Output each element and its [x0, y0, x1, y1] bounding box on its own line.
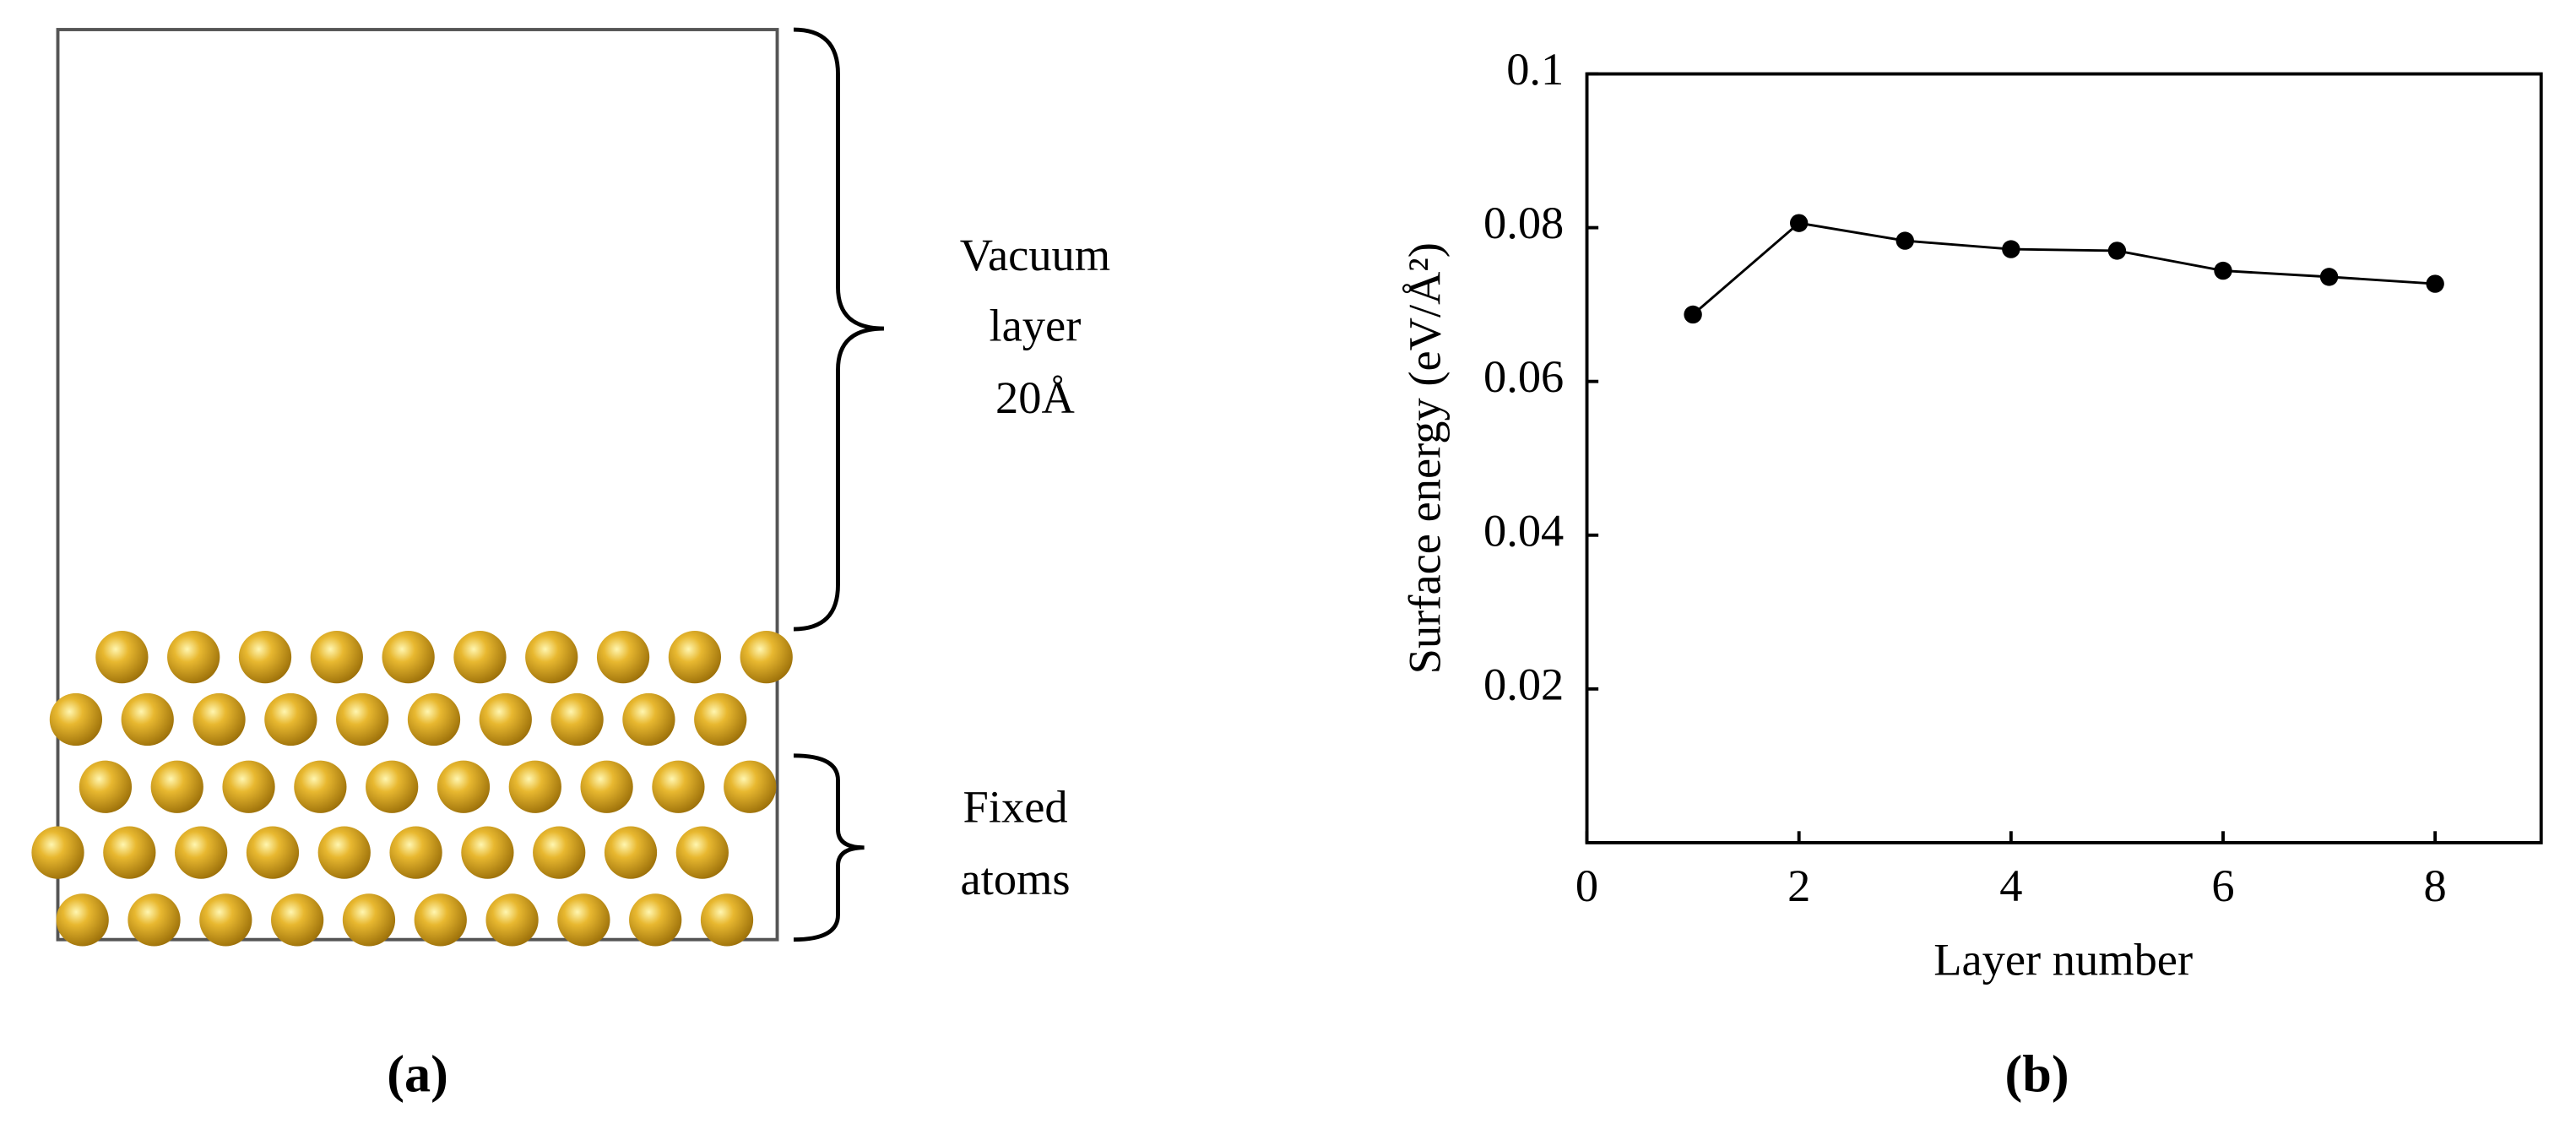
atom	[121, 692, 174, 746]
x-tick-label: 4	[1999, 860, 2022, 911]
atom	[103, 826, 156, 879]
atom	[199, 893, 252, 947]
atom	[264, 692, 317, 746]
atom	[382, 630, 435, 684]
atom	[724, 760, 777, 813]
atom	[31, 826, 84, 879]
atom	[366, 760, 419, 813]
chart: Layer number Surface energy (eV/Å²) (b) …	[1398, 43, 2543, 1103]
atom	[336, 692, 389, 746]
atom	[525, 630, 578, 684]
atom	[461, 826, 514, 879]
x-axis-label: Layer number	[1933, 933, 2193, 985]
slab-diagram: Vacuum layer 20Å Fixed atoms (a)	[31, 27, 1110, 1103]
atom	[193, 692, 246, 746]
data-point	[1684, 305, 1702, 324]
atom	[652, 760, 705, 813]
atom	[79, 760, 133, 813]
atom	[453, 630, 507, 684]
data-point	[2002, 240, 2020, 258]
atom	[700, 893, 754, 947]
atom	[550, 692, 604, 746]
atom	[294, 760, 347, 813]
atom	[127, 893, 181, 947]
atom	[389, 826, 442, 879]
y-tick-label: 0.04	[1483, 504, 1564, 556]
atom	[246, 826, 300, 879]
data-point	[1895, 231, 1914, 250]
vacuum-label: layer	[990, 299, 1082, 350]
atom	[479, 692, 532, 746]
atom	[596, 630, 650, 684]
atom	[56, 893, 109, 947]
atom	[437, 760, 491, 813]
atom	[622, 692, 675, 746]
atom	[675, 826, 729, 879]
plot-frame	[1585, 72, 2543, 844]
atom	[533, 826, 586, 879]
x-tick-label: 0	[1575, 860, 1598, 911]
atom	[668, 630, 722, 684]
atom	[508, 760, 561, 813]
fixed-label: atoms	[961, 853, 1071, 904]
atom	[342, 893, 396, 947]
y-tick-label: 0.02	[1483, 658, 1564, 709]
x-tick-label: 8	[2424, 860, 2447, 911]
caption: (b)	[2005, 1045, 2069, 1103]
atom	[407, 692, 461, 746]
atom	[150, 760, 203, 813]
y-tick-label: 0.1	[1506, 43, 1564, 95]
atom	[414, 893, 467, 947]
fixed-label: Fixed	[963, 780, 1068, 832]
x-tick-label: 2	[1787, 860, 1810, 911]
cell-box	[56, 28, 779, 942]
atom	[317, 826, 371, 879]
vacuum-label: 20Å	[995, 372, 1075, 423]
atom	[175, 826, 228, 879]
atom	[740, 630, 793, 684]
y-axis-label: Surface energy (eV/Å²)	[1398, 242, 1450, 674]
y-tick-label: 0.08	[1483, 197, 1564, 248]
data-point	[2426, 274, 2444, 293]
data-point	[2214, 261, 2232, 280]
atom	[238, 630, 292, 684]
atom	[580, 760, 633, 813]
vacuum-brace	[793, 27, 884, 632]
atom	[271, 893, 324, 947]
fixed-brace	[793, 753, 865, 942]
series-line	[1692, 221, 2436, 316]
atom	[629, 893, 682, 947]
atom	[485, 893, 539, 947]
atom	[222, 760, 275, 813]
y-tick-label: 0.06	[1483, 350, 1564, 402]
data-point	[1789, 214, 1809, 232]
atom	[49, 692, 103, 746]
caption: (a)	[387, 1045, 448, 1103]
data-point	[2319, 268, 2339, 286]
atom	[604, 826, 658, 879]
atom	[694, 692, 747, 746]
atom	[167, 630, 220, 684]
atom	[557, 893, 610, 947]
x-tick-label: 6	[2211, 860, 2234, 911]
atom	[95, 630, 149, 684]
vacuum-label: Vacuum	[960, 229, 1110, 280]
data-point	[2107, 242, 2127, 260]
atom	[310, 630, 363, 684]
